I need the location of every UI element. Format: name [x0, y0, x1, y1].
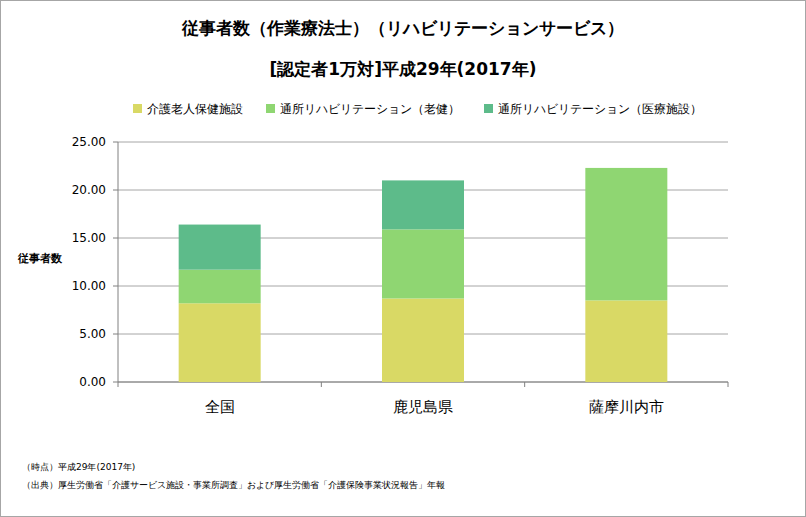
x-tick-label: 薩摩川内市 — [589, 398, 664, 416]
category-tick — [728, 382, 729, 387]
legend-label: 通所リハビリテーション（医療施設） — [498, 102, 702, 116]
grid-line — [118, 142, 728, 143]
bar-segment — [179, 303, 261, 382]
tick-mark — [113, 142, 118, 143]
legend-swatch — [266, 104, 275, 113]
bar-segment — [179, 225, 261, 270]
bar-segment — [382, 298, 464, 382]
y-tick-label: 25.00 — [72, 135, 106, 149]
tick-mark — [113, 238, 118, 239]
x-tick-label: 鹿児島県 — [393, 398, 453, 416]
tick-mark — [113, 286, 118, 287]
tick-mark — [113, 334, 118, 335]
title: 従事者数（作業療法士）（リハビリテーションサービス） — [181, 18, 624, 38]
legend-entry: 通所リハビリテーション（老健） — [266, 102, 460, 116]
y-tick-label: 10.00 — [72, 279, 106, 293]
y-tick-label: 5.00 — [79, 327, 106, 341]
x-tick-label: 全国 — [205, 398, 235, 416]
footnote: （時点）平成29年(2017年) — [22, 462, 135, 472]
bar-segment — [382, 229, 464, 298]
bar-segment — [585, 168, 667, 300]
legend-swatch — [484, 104, 493, 113]
category-tick — [118, 382, 119, 387]
legend-label: 通所リハビリテーション（老健） — [280, 102, 460, 116]
legend-label: 介護老人保健施設 — [147, 102, 243, 116]
subtitle: [認定者1万対]平成29年(2017年) — [270, 59, 537, 79]
bars — [179, 168, 668, 382]
legend-entry: 介護老人保健施設 — [133, 102, 243, 116]
y-tick-label: 15.00 — [72, 231, 106, 245]
y-axis — [118, 142, 119, 382]
category-tick — [524, 382, 525, 387]
tick-mark — [113, 382, 118, 383]
tick-mark — [113, 190, 118, 191]
y-axis-label: 従事者数 — [17, 252, 63, 265]
legend-swatch — [133, 104, 142, 113]
chart: 従事者数（作業療法士）（リハビリテーションサービス） [認定者1万対]平成29年(… — [0, 0, 806, 517]
bar-segment — [179, 270, 261, 304]
bar-segment — [585, 300, 667, 382]
y-tick-label: 20.00 — [72, 183, 106, 197]
bar-segment — [585, 167, 667, 168]
frame — [1, 1, 806, 517]
bar-segment — [382, 180, 464, 229]
y-tick-label: 0.00 — [79, 375, 106, 389]
footnote: （出典）厚生労働省「介護サービス施設・事業所調査」および厚生労働省「介護保険事業… — [22, 480, 445, 490]
category-tick — [321, 382, 322, 387]
legend-entry: 通所リハビリテーション（医療施設） — [484, 102, 702, 116]
